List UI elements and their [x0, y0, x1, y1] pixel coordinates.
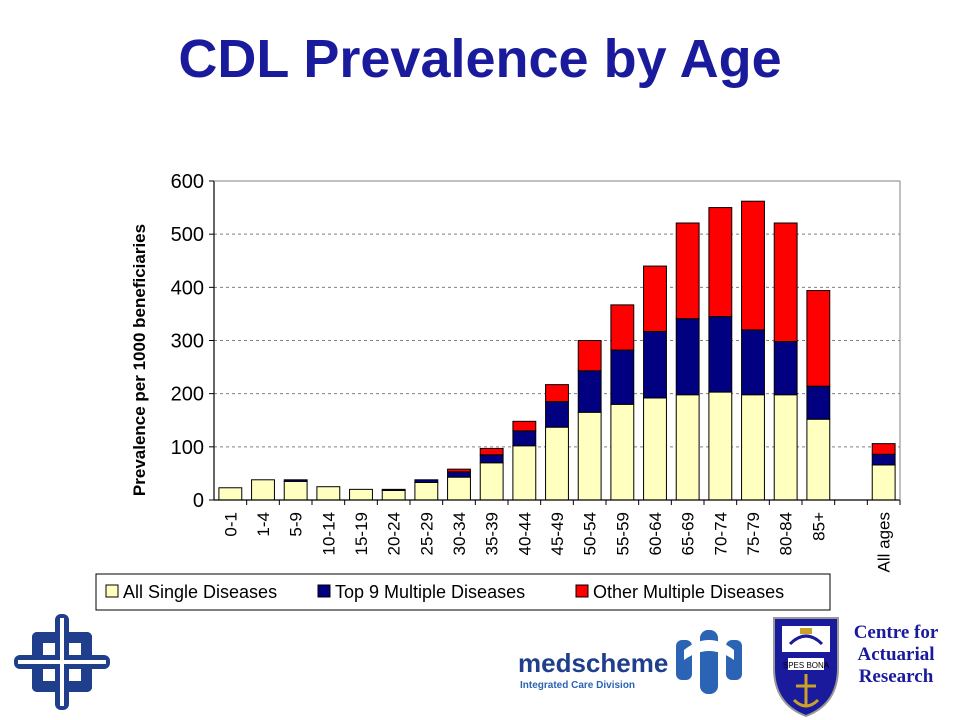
- x-tick-label: 75-79: [744, 512, 763, 555]
- bar-segment: [675, 394, 700, 501]
- legend-swatch: [105, 584, 119, 598]
- bar-segment: [251, 479, 275, 501]
- bar-segment: [773, 222, 798, 343]
- legend: All Single Diseases Top 9 Multiple Diseas…: [95, 573, 831, 611]
- y-tick-label: 500: [171, 224, 204, 246]
- x-tick-label: 50-54: [581, 512, 600, 555]
- x-ticks: 0-1 1-4 5-9 10-14 15-19 20-24 25-29 30-34 35-39 4…: [221, 500, 901, 572]
- legend-label: Top 9 Multiple Diseases: [335, 582, 525, 602]
- bar-segment: [349, 488, 373, 501]
- y-tick-label: 400: [171, 277, 204, 299]
- bar-segment: [283, 479, 308, 482]
- medscheme-icon: [676, 630, 742, 694]
- bar-segment: [479, 462, 504, 501]
- bar-segment: [643, 397, 667, 501]
- x-tick-label: 20-24: [385, 512, 404, 555]
- x-tick-label: 45-49: [548, 512, 567, 555]
- bar-segment: [675, 222, 700, 320]
- centre-text-line1: Centre for: [853, 622, 939, 643]
- y-ticks: 0 100 200 300 400 500 600: [171, 171, 214, 512]
- bar-segment: [545, 426, 569, 501]
- bar-segment: [414, 481, 439, 501]
- bar-segment: [512, 445, 537, 501]
- bar-segment: [708, 391, 733, 501]
- x-tick-label: 30-34: [450, 512, 469, 555]
- bar-segment: [479, 454, 504, 464]
- bar-segment: [675, 318, 700, 396]
- x-tick-label: 25-29: [417, 512, 436, 555]
- bar-segment: [610, 403, 635, 501]
- bar-segment: [741, 200, 765, 331]
- bar-segment: [577, 340, 602, 372]
- bar-segment: [447, 471, 471, 478]
- bar-segment: [577, 370, 602, 413]
- bar-segment: [643, 330, 667, 399]
- crest-motto: SPES BONA: [783, 661, 830, 670]
- bar-segment: [447, 476, 471, 501]
- x-tick-label: 65-69: [679, 512, 698, 555]
- y-tick-label: 100: [171, 437, 204, 459]
- legend-swatch: [575, 584, 589, 598]
- bar-segment: [414, 479, 439, 483]
- bar-segment: [545, 401, 569, 428]
- bar-segment: [447, 468, 471, 473]
- bar-segment: [381, 488, 406, 491]
- x-tick-label: All ages: [875, 512, 894, 572]
- bar-segment: [741, 329, 765, 396]
- y-tick-label: 200: [171, 384, 204, 406]
- cross-logo: [14, 614, 110, 710]
- bar-segment: [871, 443, 896, 455]
- x-tick-label: 70-74: [711, 512, 730, 555]
- bar-segment: [773, 394, 798, 501]
- x-tick-label: 10-14: [319, 512, 338, 555]
- bar-segment: [643, 265, 667, 332]
- x-tick-label: 0-1: [221, 512, 240, 537]
- legend-swatch: [317, 584, 331, 598]
- y-tick-label: 0: [193, 490, 204, 512]
- bar-segment: [871, 464, 896, 501]
- x-tick-label: 15-19: [352, 512, 371, 555]
- bar-segment: [381, 489, 406, 501]
- bars: [218, 200, 896, 501]
- bar-segment: [871, 453, 896, 466]
- medscheme-logo-text: medscheme: [518, 648, 669, 678]
- bar-segment: [741, 394, 765, 501]
- x-tick-label: 40-44: [515, 512, 534, 555]
- y-axis-label: Prevalence per 1000 beneficiaries: [130, 224, 149, 496]
- centre-text-line2: Actuarial: [857, 644, 935, 665]
- y-tick-label: 300: [171, 331, 204, 353]
- bar-segment: [512, 420, 537, 432]
- y-tick-label: 600: [171, 171, 204, 193]
- bar-segment: [806, 418, 831, 501]
- bar-segment: [773, 341, 798, 396]
- bar-segment: [283, 480, 308, 501]
- crest-icon: SPES BONA: [773, 617, 839, 718]
- bar-segment: [806, 290, 831, 387]
- x-tick-label: 35-39: [483, 512, 502, 555]
- x-tick-label: 80-84: [777, 512, 796, 555]
- bar-segment: [610, 304, 635, 351]
- page-title: CDL Prevalence by Age: [178, 29, 782, 89]
- bar-segment: [806, 385, 831, 420]
- bar-segment: [218, 487, 243, 501]
- bar-segment: [610, 349, 635, 405]
- x-tick-label: 60-64: [646, 512, 665, 555]
- centre-text-line3: Research: [858, 666, 934, 687]
- x-tick-label: 55-59: [613, 512, 632, 555]
- bar-segment: [512, 430, 537, 447]
- bar-segment: [316, 486, 341, 501]
- bar-segment: [577, 411, 602, 501]
- bar-segment: [479, 447, 504, 456]
- bar-segment: [708, 207, 733, 318]
- medscheme-subtitle: Integrated Care Division: [520, 680, 636, 691]
- x-tick-label: 85+: [809, 512, 828, 541]
- bar-segment: [545, 384, 569, 403]
- legend-label: Other Multiple Diseases: [593, 582, 784, 602]
- legend-box: [95, 573, 831, 611]
- legend-label: All Single Diseases: [123, 582, 277, 602]
- x-tick-label: 1-4: [254, 512, 273, 537]
- x-tick-label: 5-9: [287, 512, 306, 537]
- bar-segment: [708, 316, 733, 393]
